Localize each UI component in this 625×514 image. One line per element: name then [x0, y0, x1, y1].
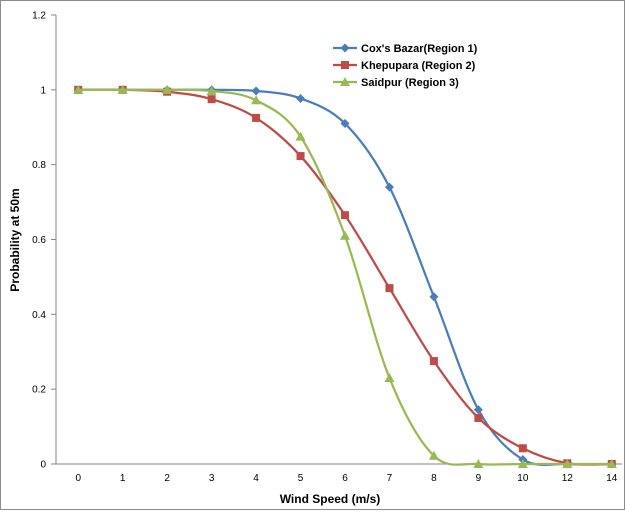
y-tick-label: 0.4	[32, 310, 46, 321]
legend-marker	[341, 61, 349, 69]
x-tick-label: 9	[476, 473, 482, 484]
data-point	[606, 459, 617, 468]
series-line-3	[78, 88, 612, 466]
data-point	[340, 230, 350, 240]
data-point	[295, 131, 306, 141]
series-line-1	[78, 88, 612, 466]
data-point	[207, 95, 216, 104]
series-layer	[73, 84, 617, 469]
x-tick-label: 6	[342, 473, 348, 484]
data-point	[474, 413, 483, 422]
y-axis-title: Probability at 50m	[8, 188, 22, 291]
x-tick-label: 3	[209, 473, 215, 484]
legend-item-2: Khepupara (Region 2)	[333, 60, 476, 72]
series-3	[73, 84, 617, 468]
data-point	[162, 84, 173, 94]
x-tick-label: 7	[387, 473, 393, 484]
data-point	[429, 292, 439, 302]
legend-marker	[340, 43, 350, 53]
x-tick-label: 8	[431, 473, 437, 484]
x-tick-label: 2	[164, 473, 170, 484]
data-point	[251, 86, 261, 96]
data-point	[73, 84, 84, 94]
y-tick-label: 1	[40, 85, 46, 96]
data-point	[517, 459, 528, 468]
data-point	[473, 459, 484, 468]
data-point	[296, 93, 306, 103]
x-tick-label: 5	[298, 473, 304, 484]
x-tick-label: 4	[253, 473, 259, 484]
x-tick-label: 10	[517, 473, 529, 484]
x-axis-ticks: 0 1 2 3 4 5 6 7 8 9 10 12 14	[75, 473, 617, 484]
data-point	[340, 119, 350, 129]
legend-item-1: Cox's Bazar(Region 1)	[333, 43, 478, 55]
x-axis-title: Wind Speed (m/s)	[280, 492, 381, 506]
legend-label: Saidpur (Region 3)	[361, 77, 459, 89]
legend-marker	[340, 77, 350, 86]
legend-item-3: Saidpur (Region 3)	[333, 77, 459, 89]
y-tick-label: 0.6	[32, 235, 46, 246]
data-point	[384, 182, 394, 192]
data-point	[562, 459, 573, 468]
data-point	[473, 405, 483, 415]
data-point	[384, 372, 395, 382]
data-point	[341, 211, 349, 220]
data-point	[296, 152, 305, 161]
legend-label: Khepupara (Region 2)	[361, 60, 476, 72]
x-tick-label: 0	[75, 473, 81, 484]
y-tick-label: 1.2	[32, 11, 46, 22]
data-point	[117, 84, 128, 94]
y-tick-label: 0	[40, 460, 46, 471]
data-point	[518, 444, 527, 453]
y-tick-label: 0.2	[32, 385, 46, 396]
y-tick-label: 0.8	[32, 160, 46, 171]
series-line-2	[78, 88, 612, 466]
x-tick-label: 1	[120, 473, 126, 484]
data-point	[428, 450, 439, 460]
data-point	[206, 85, 217, 95]
legend-label: Cox's Bazar(Region 1)	[361, 43, 478, 55]
data-point	[429, 357, 438, 366]
y-axis-ticks: 0 0.2 0.4 0.6 0.8 1 1.2	[32, 11, 56, 471]
x-tick-label: 12	[562, 473, 574, 484]
data-point	[385, 284, 394, 293]
series-1	[73, 85, 617, 469]
x-tick-label: 14	[606, 473, 618, 484]
data-point	[251, 95, 262, 105]
data-point	[252, 113, 261, 122]
series-2	[74, 85, 616, 468]
legend: Cox's Bazar(Region 1) Khepupara (Region 2…	[333, 43, 478, 89]
